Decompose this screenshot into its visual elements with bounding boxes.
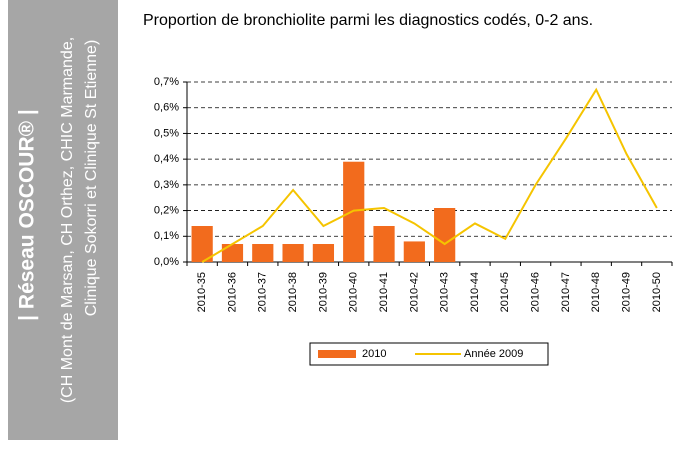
x-tick-label: 2010-47 bbox=[560, 272, 572, 312]
y-tick-label: 0,3% bbox=[154, 179, 179, 191]
x-tick-label: 2010-48 bbox=[590, 272, 602, 312]
sidebar-title: | Réseau OSCOUR® | bbox=[16, 109, 39, 321]
sidebar-line: (CH Mont de Marsan, CH Orthez, CHIC Marm… bbox=[59, 37, 76, 403]
x-tick-label: 2010-43 bbox=[439, 272, 451, 312]
x-tick-label: 2010-39 bbox=[317, 272, 329, 312]
y-tick-label: 0,0% bbox=[154, 256, 179, 268]
x-tick-label: 2010-42 bbox=[408, 272, 420, 312]
y-tick-label: 0,1% bbox=[154, 230, 179, 242]
bar bbox=[312, 244, 335, 262]
x-tick-label: 2010-41 bbox=[378, 272, 390, 312]
x-tick-label: 2010-50 bbox=[651, 272, 663, 312]
bar bbox=[434, 208, 456, 262]
line bbox=[201, 87, 658, 263]
y-tick-label: 0,5% bbox=[154, 127, 179, 139]
sidebar-line: Clinique Sokorri et Clinique St Etienne) bbox=[83, 40, 100, 317]
x-tick-label: 2010-38 bbox=[287, 272, 299, 312]
y-tick-label: 0,6% bbox=[154, 102, 179, 114]
bar bbox=[191, 226, 213, 262]
sidebar bbox=[8, 0, 118, 440]
x-tick-label: 2010-40 bbox=[348, 272, 360, 312]
y-tick-label: 0,7% bbox=[154, 76, 179, 88]
x-tick-label: 2010-36 bbox=[226, 272, 238, 312]
x-tick-label: 2010-49 bbox=[620, 272, 632, 312]
chart-title: Proportion de bronchiolite parmi les dia… bbox=[143, 12, 594, 29]
legend-label: Année 2009 bbox=[464, 348, 523, 360]
x-tick-label: 2010-44 bbox=[469, 272, 481, 312]
x-tick-label: 2010-46 bbox=[530, 272, 542, 312]
bar bbox=[221, 244, 244, 262]
bar bbox=[343, 161, 365, 262]
x-tick-label: 2010-35 bbox=[196, 272, 208, 312]
x-tick-label: 2010-45 bbox=[499, 272, 511, 312]
bar bbox=[282, 244, 304, 262]
legend-label: 2010 bbox=[362, 348, 386, 360]
bar bbox=[403, 241, 425, 262]
x-tick-label: 2010-37 bbox=[257, 272, 269, 312]
y-tick-label: 0,4% bbox=[154, 153, 179, 165]
bar bbox=[373, 226, 395, 262]
legend-swatch bbox=[318, 350, 356, 358]
y-tick-label: 0,2% bbox=[154, 204, 179, 216]
bar bbox=[252, 244, 274, 262]
